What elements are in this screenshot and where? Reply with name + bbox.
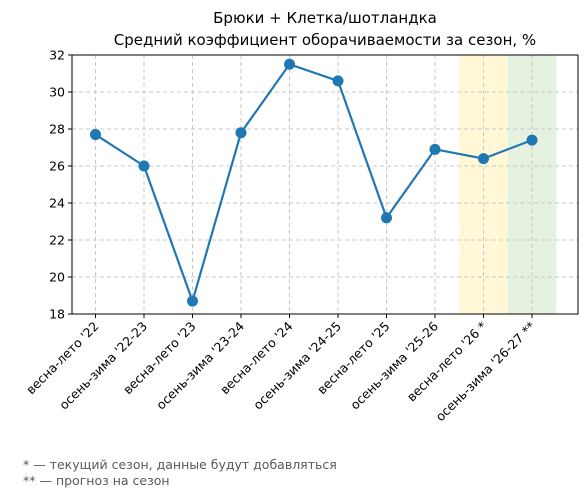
season-highlights xyxy=(459,55,557,314)
data-point-7 xyxy=(429,143,441,155)
data-point-1 xyxy=(138,160,150,172)
y-tick-label-0: 18 xyxy=(49,307,65,322)
data-point-5 xyxy=(332,75,344,87)
y-axis: 18 20 22 24 26 28 30 32 xyxy=(49,48,72,322)
x-tick-label-1: осень-зима '22-23 xyxy=(56,319,150,413)
data-point-4 xyxy=(284,58,295,70)
chart-title-line2: Средний коэффициент оборачиваемости за с… xyxy=(114,31,536,49)
series-polyline-0 xyxy=(94,63,533,303)
x-tick-label-7: осень-зима '25-26 xyxy=(347,318,441,412)
plot-frame xyxy=(71,54,579,315)
y-tick-label-5: 28 xyxy=(49,122,65,137)
footnote-forecast: ** — прогноз на сезон xyxy=(23,473,170,488)
data-point-9 xyxy=(526,134,538,146)
x-tick-label-3: осень-зима '23-24 xyxy=(153,318,247,412)
y-tick-label-7: 32 xyxy=(49,48,65,63)
data-point-6 xyxy=(381,212,392,224)
data-point-3 xyxy=(235,127,247,139)
y-tick-label-2: 22 xyxy=(49,233,65,248)
y-tick-label-3: 24 xyxy=(49,196,65,211)
y-tick-label-1: 20 xyxy=(49,270,65,285)
footnote-current-season: * — текущий сезон, данные будут добавлят… xyxy=(23,457,337,472)
data-point-0 xyxy=(90,129,101,141)
chart-title-line1: Брюки + Клетка/шотландка xyxy=(213,9,437,27)
series-line xyxy=(90,58,538,307)
x-tick-label-5: осень-зима '24-25 xyxy=(250,319,344,413)
x-tick-label-9: осень-зима '26-27 ** xyxy=(433,319,539,425)
y-tick-label-4: 26 xyxy=(49,159,65,174)
data-point-2 xyxy=(187,295,198,307)
data-point-8 xyxy=(478,153,489,165)
y-tick-label-6: 30 xyxy=(49,85,65,100)
